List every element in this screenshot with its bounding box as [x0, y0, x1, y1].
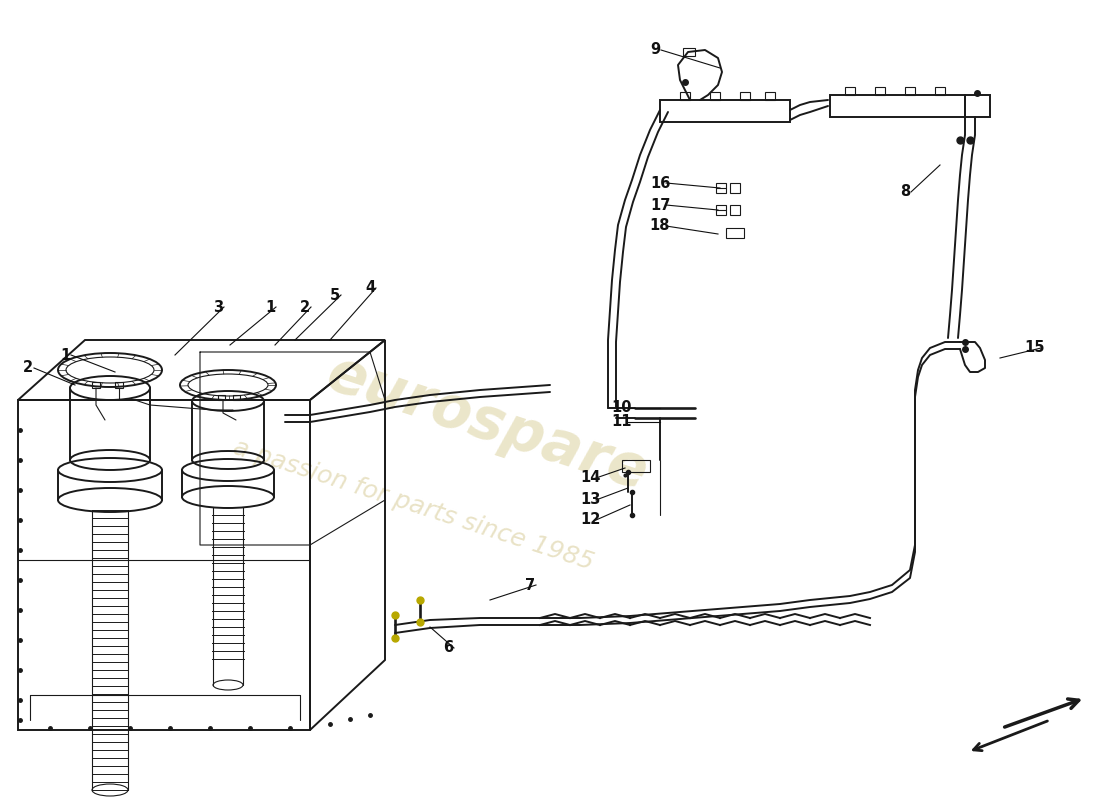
Bar: [710, 92, 720, 100]
Text: 1: 1: [265, 299, 275, 314]
Text: 7: 7: [525, 578, 535, 593]
Bar: [730, 205, 740, 215]
Bar: [660, 100, 790, 122]
Text: 2: 2: [23, 361, 33, 375]
Text: 17: 17: [650, 198, 670, 213]
Text: 12: 12: [580, 513, 601, 527]
Text: 3: 3: [213, 299, 223, 314]
Text: 10: 10: [612, 401, 632, 415]
Bar: [92, 382, 100, 388]
Bar: [764, 92, 776, 100]
Text: 11: 11: [612, 414, 632, 430]
Bar: [730, 183, 740, 193]
Bar: [716, 205, 726, 215]
Bar: [233, 395, 240, 400]
Bar: [680, 92, 690, 100]
Text: 9: 9: [650, 42, 660, 58]
Text: 14: 14: [580, 470, 601, 486]
Bar: [740, 92, 750, 100]
Text: a passion for parts since 1985: a passion for parts since 1985: [230, 435, 596, 575]
Bar: [965, 95, 990, 117]
Bar: [116, 382, 123, 388]
Text: 1: 1: [59, 347, 70, 362]
Bar: [845, 87, 855, 95]
Bar: [218, 395, 226, 400]
Text: 5: 5: [330, 287, 340, 302]
Text: 15: 15: [1025, 341, 1045, 355]
Text: 8: 8: [900, 185, 910, 199]
Bar: [935, 87, 945, 95]
Bar: [874, 87, 886, 95]
Text: 13: 13: [580, 493, 601, 507]
Bar: [621, 460, 650, 472]
Bar: [726, 228, 744, 238]
Bar: [830, 95, 965, 117]
Bar: [716, 183, 726, 193]
Bar: [905, 87, 915, 95]
Text: 18: 18: [650, 218, 670, 234]
Text: eurospare: eurospare: [320, 345, 656, 502]
Text: 2: 2: [300, 299, 310, 314]
Bar: [683, 48, 695, 56]
Text: 6: 6: [443, 641, 453, 655]
Text: 16: 16: [650, 175, 670, 190]
Text: 4: 4: [365, 281, 375, 295]
